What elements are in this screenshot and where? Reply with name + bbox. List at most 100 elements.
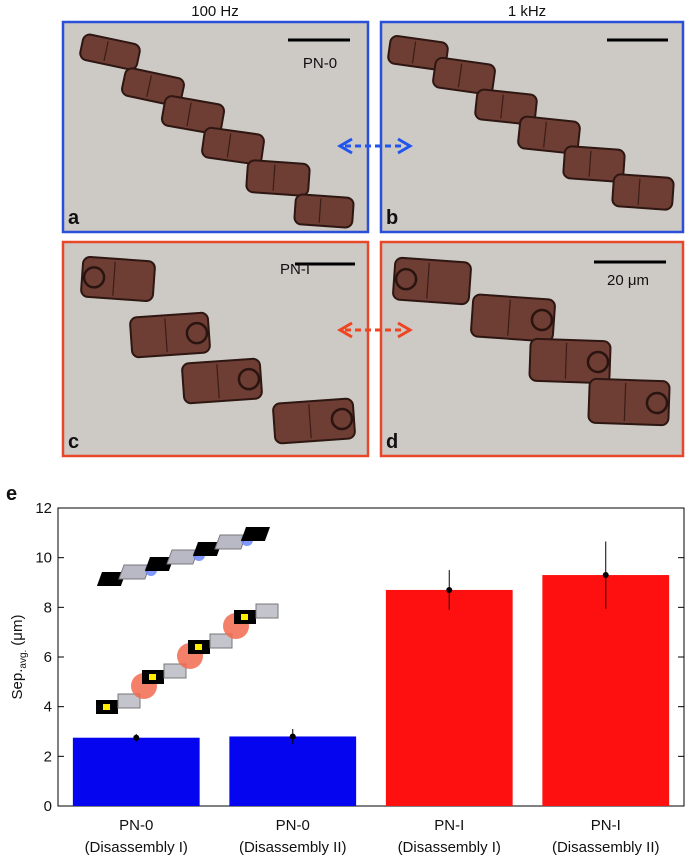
particle-body	[562, 145, 626, 183]
particle-line	[637, 178, 641, 205]
bar-chart: 0 2 4 6 8 10 12 Sep.avg. (μm) PN-0 (Disassembly I)…	[9, 500, 685, 856]
particle	[528, 337, 612, 385]
particle-body	[587, 377, 671, 427]
y-tick-label: 4	[44, 699, 52, 716]
particle-body	[387, 35, 449, 71]
mean-dot	[446, 586, 453, 593]
block-black	[240, 527, 270, 541]
particle	[160, 95, 226, 135]
particle-line	[543, 121, 547, 148]
particle	[470, 293, 556, 343]
block-black	[96, 572, 126, 586]
particle-line	[216, 364, 220, 399]
particle	[80, 256, 156, 302]
particle-line	[308, 404, 312, 439]
particle	[181, 357, 263, 405]
particle-line	[164, 318, 168, 353]
particle-line	[272, 164, 276, 191]
particle	[387, 35, 449, 71]
x-tick-label: (Disassembly II)	[239, 839, 347, 856]
panel-letter: b	[386, 207, 398, 229]
particle-body	[392, 256, 472, 306]
mean-dot	[289, 733, 296, 740]
x-tick-label: PN-0	[276, 817, 310, 834]
particle-bead	[394, 267, 418, 291]
particle-line	[146, 75, 152, 98]
block-gray	[117, 693, 141, 709]
particle-body	[201, 126, 265, 166]
particle	[129, 311, 211, 359]
particle	[293, 193, 355, 229]
particle-body	[470, 293, 556, 343]
panel-letter: d	[386, 431, 398, 453]
particle-body	[528, 337, 612, 385]
particle-line	[318, 198, 322, 223]
particle-bead	[185, 321, 209, 345]
particle-body	[245, 159, 311, 197]
panel-letter: c	[68, 431, 79, 453]
y-tick-label: 8	[44, 599, 52, 616]
particle	[432, 56, 496, 96]
block-black	[144, 557, 174, 571]
x-tick-label: PN-I	[434, 817, 464, 834]
particle-bead	[586, 350, 610, 374]
particle-line	[411, 41, 417, 64]
panel-label: 20 μm	[607, 272, 649, 289]
particle-bead	[237, 367, 261, 391]
particle-body	[79, 33, 141, 71]
particle	[562, 145, 626, 183]
particle-body	[293, 193, 355, 229]
panel-label: PN-I	[280, 261, 310, 278]
particle-body	[474, 88, 538, 126]
y-tick-label: 10	[35, 550, 52, 567]
inset-schematic	[96, 527, 279, 714]
block-yellow	[149, 674, 156, 680]
y-tick-label: 12	[35, 500, 52, 517]
block-yellow	[103, 704, 110, 710]
bar	[229, 736, 357, 806]
particle	[392, 256, 472, 306]
particle	[79, 33, 141, 71]
micrographs: PN-0 a b PN-I c 20 μm d	[61, 20, 685, 458]
y-tick-label: 2	[44, 748, 52, 765]
x-tick-label: (Disassembly II)	[552, 839, 660, 856]
block-gray	[214, 534, 247, 550]
particle-body	[272, 397, 356, 445]
particle-body	[80, 256, 156, 302]
particle	[517, 115, 581, 155]
particle	[474, 88, 538, 126]
bar	[385, 589, 513, 806]
particle-body	[611, 173, 675, 211]
column-label: 100 Hz	[191, 3, 239, 20]
particle-line	[226, 133, 232, 158]
panel-letter: a	[68, 207, 80, 229]
particle-line	[112, 261, 116, 296]
particle-body	[181, 357, 263, 405]
particle-body	[432, 56, 496, 96]
particle-body	[129, 311, 211, 359]
bar	[72, 737, 200, 806]
x-tick-label: PN-I	[591, 817, 621, 834]
x-tick-label: (Disassembly I)	[398, 839, 501, 856]
column-label: 1 kHz	[508, 3, 546, 20]
block-gray	[163, 663, 187, 679]
particle-line	[457, 63, 463, 88]
particle	[201, 126, 265, 166]
arrow-blue	[337, 137, 413, 155]
y-tick-label: 6	[44, 649, 52, 666]
particle-line	[623, 382, 627, 421]
block-gray	[255, 603, 279, 619]
particle	[611, 173, 675, 211]
y-tick-label: 0	[44, 798, 52, 815]
arrow-red	[337, 321, 413, 339]
particle-line	[103, 41, 109, 62]
particle-line	[500, 94, 504, 119]
y-label-sub: avg.	[18, 650, 29, 669]
panel-label: PN-0	[303, 55, 337, 72]
particle-body	[160, 95, 226, 135]
block-gray	[209, 633, 233, 649]
particle-bead	[645, 391, 669, 415]
block-yellow	[241, 614, 248, 620]
particle-bead	[82, 266, 106, 289]
particle	[245, 159, 311, 197]
